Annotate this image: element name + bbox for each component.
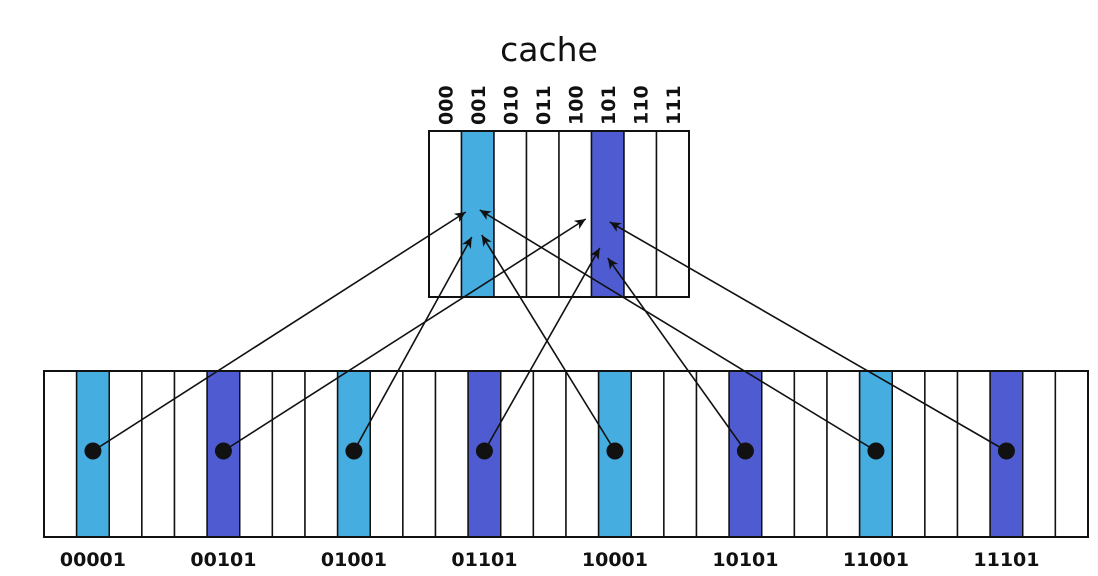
mapping-source-dot-10001 (606, 442, 624, 460)
cache-set-001 (460, 130, 495, 298)
memory-cell (565, 370, 600, 538)
mapping-source-dot-00101 (214, 442, 232, 460)
mapping-arrow-00001 (92, 211, 467, 452)
memory-cell (924, 370, 959, 538)
cache-set-011 (525, 130, 560, 298)
memory-address-label: 00001 (60, 549, 126, 571)
cache-set-label: 100 (565, 85, 587, 125)
cache-set-label: 000 (435, 85, 457, 125)
memory-cell (402, 370, 437, 538)
memory-cell (761, 370, 796, 538)
memory-cell (793, 370, 828, 538)
cache-set-label: 010 (500, 85, 522, 125)
memory-cell (500, 370, 535, 538)
mapping-arrow-11001 (479, 209, 877, 452)
cache-set-111 (655, 130, 690, 298)
cache-set-110 (623, 130, 658, 298)
memory-cell (43, 370, 78, 538)
mapping-arrows (84, 209, 1015, 460)
memory-cell (630, 370, 665, 538)
mapping-arrow-10001 (481, 234, 616, 452)
memory-cell (1054, 370, 1089, 538)
mapping-arrow-10101 (607, 257, 747, 452)
memory-address-label: 01101 (451, 549, 517, 571)
memory-cell (304, 370, 339, 538)
cache-set-010 (493, 130, 528, 298)
cache-block: 000 001 010 011 100 101 110 111 (428, 85, 690, 298)
memory-address-label: 11001 (843, 549, 909, 571)
memory-block-01101 (467, 370, 502, 538)
memory-cell (434, 370, 469, 538)
memory-address-label: 00101 (190, 549, 256, 571)
cache-set-000 (428, 130, 463, 298)
mapping-source-dot-01101 (475, 442, 493, 460)
memory-address-label: 10001 (582, 549, 648, 571)
cache-set-label: 101 (598, 85, 620, 125)
memory-cell (369, 370, 404, 538)
cache-set-label: 111 (663, 85, 685, 125)
memory-address-label: 01001 (321, 549, 387, 571)
memory-cell (108, 370, 143, 538)
mapping-arrow-11101 (609, 221, 1007, 452)
memory-cell (1022, 370, 1057, 538)
mapping-source-dot-11001 (867, 442, 885, 460)
memory-cell (141, 370, 176, 538)
mapping-source-dot-01001 (345, 442, 363, 460)
mapping-source-dot-00001 (84, 442, 102, 460)
memory-cell (271, 370, 306, 538)
memory-block: 00001 00101 01001 01101 10001 10101 11001 11101 (43, 370, 1089, 571)
memory-cell (532, 370, 567, 538)
memory-cell (695, 370, 730, 538)
memory-cell (239, 370, 274, 538)
mapping-source-dot-10101 (736, 442, 754, 460)
memory-cell (891, 370, 926, 538)
memory-address-label: 10101 (712, 549, 778, 571)
cache-set-label: 011 (533, 85, 555, 125)
mapping-source-dot-11101 (997, 442, 1015, 460)
memory-cell (663, 370, 698, 538)
cache-set-100 (558, 130, 593, 298)
memory-address-label: 11101 (973, 549, 1039, 571)
memory-cell (826, 370, 861, 538)
cache-set-label: 001 (468, 85, 490, 125)
mapping-arrow-01001 (353, 236, 473, 452)
memory-cell (956, 370, 991, 538)
cache-set-101 (590, 130, 625, 298)
cache-set-label: 110 (630, 85, 652, 125)
mapping-arrow-00101 (223, 218, 587, 452)
cache-title: cache (500, 30, 598, 69)
mapping-arrow-01101 (483, 247, 601, 452)
